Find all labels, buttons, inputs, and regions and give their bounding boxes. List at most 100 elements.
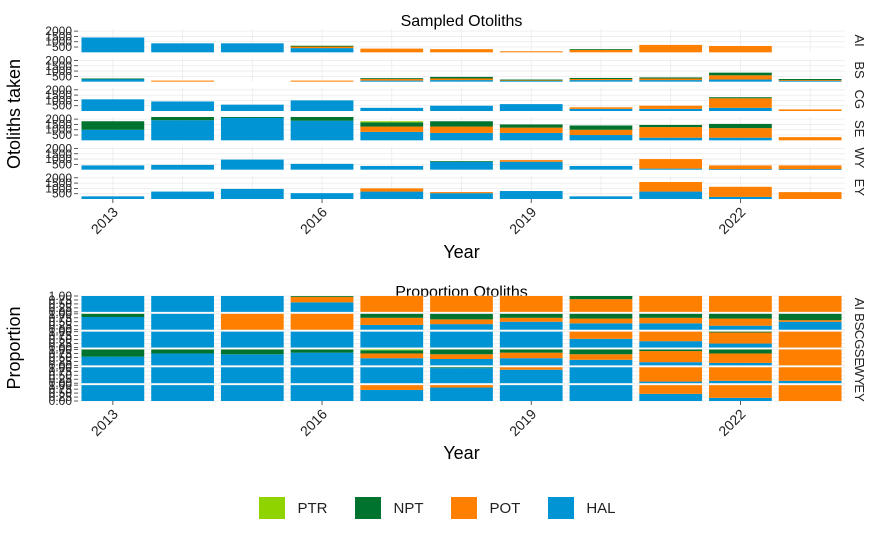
bar-1-se-2022-hal (709, 137, 772, 141)
bar-1-bs-2023-hal (778, 80, 842, 82)
x-tick-label-2-2016: 2016 (297, 406, 330, 439)
bar-2-ey-2014-hal (151, 385, 214, 401)
bar-2-wy-2022-pot (709, 367, 772, 381)
bar-1-bs-2019-hal (499, 80, 563, 82)
y-tick-label-1-bs-2: 1500 (45, 59, 72, 73)
bar-2-bs-2020-npt (569, 313, 633, 319)
bar-2-se-2023-pot (778, 349, 842, 366)
bar-2-bs-2015-pot (220, 313, 284, 330)
bar-1-cg-2020-hal (569, 108, 633, 111)
x-axis-title-2: Year (443, 443, 479, 463)
bar-1-cg-2015-hal (220, 104, 284, 111)
y-tick-label-2-ey-0: 0.00 (49, 394, 73, 408)
bar-2-se-2018-pot (430, 354, 493, 359)
bar-2-cg-2020-pot (569, 331, 633, 339)
bar-2-cg-2016-hal (290, 331, 354, 348)
bar-2-ai-2014-hal (151, 296, 214, 312)
bar-2-bs-2018-npt (430, 313, 493, 320)
y-tick-label-2-ey-3: 0.75 (49, 382, 73, 396)
bar-1-wy-2018-npt (430, 161, 493, 162)
bar-2-bs-2021-pot (639, 317, 703, 324)
bar-2-se-2020-hal (569, 359, 633, 366)
bar-2-wy-2020-hal (569, 367, 633, 384)
y-axis-title-2: Proportion (4, 306, 24, 389)
legend-swatch-ptr (259, 497, 286, 519)
bar-2-ey-2013-hal (81, 385, 145, 401)
bar-1-ey-2021-hal (639, 191, 703, 199)
bar-2-se-2021-pot (639, 351, 703, 363)
x-tick-label-1-2016: 2016 (297, 204, 330, 237)
y-tick-label-2-se-0: 0.00 (49, 358, 73, 372)
y-tick-label-1-wy-1: 1000 (45, 152, 72, 166)
bar-1-wy-2019-hal (499, 161, 563, 170)
bar-2-ey-2021-hal (639, 393, 703, 401)
bar-2-ai-2021-pot (639, 296, 703, 312)
legend-label-ptr: PTR (297, 499, 328, 517)
y-tick-label-1-ey-0: 500 (52, 187, 72, 201)
y-tick-label-2-wy-3: 0.75 (49, 364, 73, 378)
bar-1-bs-2023-npt (778, 79, 842, 81)
bar-2-bs-2017-hal (360, 324, 424, 330)
bar-2-bs-2013-hal (81, 317, 145, 330)
bar-2-cg-2015-hal (220, 331, 284, 348)
bar-2-wy-2018-hal (430, 368, 493, 384)
chart-title-1: Sampled Otoliths (401, 13, 523, 30)
bar-2-bs-2017-pot (360, 317, 424, 325)
bar-1-cg-2022-npt (709, 97, 772, 99)
bar-1-se-2013-npt (81, 121, 145, 130)
bar-2-bs-2017-npt (360, 313, 424, 318)
bar-2-cg-2022-npt (709, 331, 772, 333)
bar-2-wy-2021-pot (639, 367, 703, 382)
bar-2-ey-2022-pot (709, 385, 772, 398)
bar-2-ey-2016-hal (290, 385, 354, 401)
bar-1-se-2016-hal (290, 120, 354, 141)
bar-2-ey-2018-pot (430, 385, 493, 388)
bar-1-cg-2014-hal (151, 101, 214, 111)
y-tick-label-2-wy-1: 0.25 (49, 372, 73, 386)
bar-2-se-2020-npt (569, 349, 633, 355)
bar-2-ey-2021-pot (639, 385, 703, 394)
bar-2-cg-2017-hal (360, 331, 424, 348)
bar-1-cg-2023-pot (778, 109, 842, 111)
bar-2-se-2019-npt (499, 349, 563, 353)
y-tick-label-2-se-1: 0.25 (49, 354, 73, 368)
bar-2-wy-2015-hal (220, 367, 284, 384)
y-tick-label-2-cg-4: 1.00 (49, 325, 73, 339)
facet-label-1-ey: EY (852, 179, 867, 197)
bar-1-se-2013-hal (81, 129, 145, 141)
bar-1-wy-2017-hal (360, 165, 424, 170)
bar-2-bs-2018-hal (430, 324, 493, 330)
bar-1-bs-2016-pot (290, 80, 354, 82)
bar-1-wy-2021-pot (639, 159, 703, 169)
y-tick-label-1-cg-1: 1000 (45, 93, 72, 107)
bar-1-wy-2016-hal (290, 163, 354, 170)
y-tick-label-1-ey-2: 1500 (45, 176, 72, 190)
bar-2-ai-2023-pot (778, 296, 842, 312)
bar-1-ai-2018-pot (430, 49, 493, 53)
facet-label-2-se: SE (852, 349, 867, 367)
bar-1-cg-2018-hal (430, 105, 493, 111)
bar-2-ai-2020-npt (569, 296, 633, 300)
bar-1-wy-2023-hal (778, 169, 842, 170)
bar-2-cg-2022-pot (709, 332, 772, 344)
bar-2-se-2022-pot (709, 353, 772, 363)
bar-1-cg-2021-hal (639, 108, 703, 111)
legend-label-pot: POT (489, 499, 521, 517)
bar-2-se-2021-hal (639, 362, 703, 366)
x-tick-label-2-2013: 2013 (88, 406, 121, 439)
bar-2-ey-2023-pot (778, 385, 842, 401)
bar-2-cg-2021-hal (639, 341, 703, 348)
bar-1-ai-2022-pot (709, 45, 772, 53)
y-tick-label-1-wy-2: 1500 (45, 147, 72, 161)
bar-1-ai-2019-pot (499, 51, 563, 53)
bar-1-bs-2014-pot (151, 80, 214, 82)
y-tick-label-2-ai-2: 0.50 (49, 297, 73, 311)
bar-2-wy-2023-pot (778, 367, 842, 381)
facet-label-2-ai: AI (852, 298, 867, 310)
legend-label-hal: HAL (586, 499, 616, 517)
y-tick-label-1-se-2: 1500 (45, 117, 72, 131)
bar-1-se-2016-npt (290, 117, 354, 121)
legend: PTR NPT POT HAL (0, 490, 875, 526)
